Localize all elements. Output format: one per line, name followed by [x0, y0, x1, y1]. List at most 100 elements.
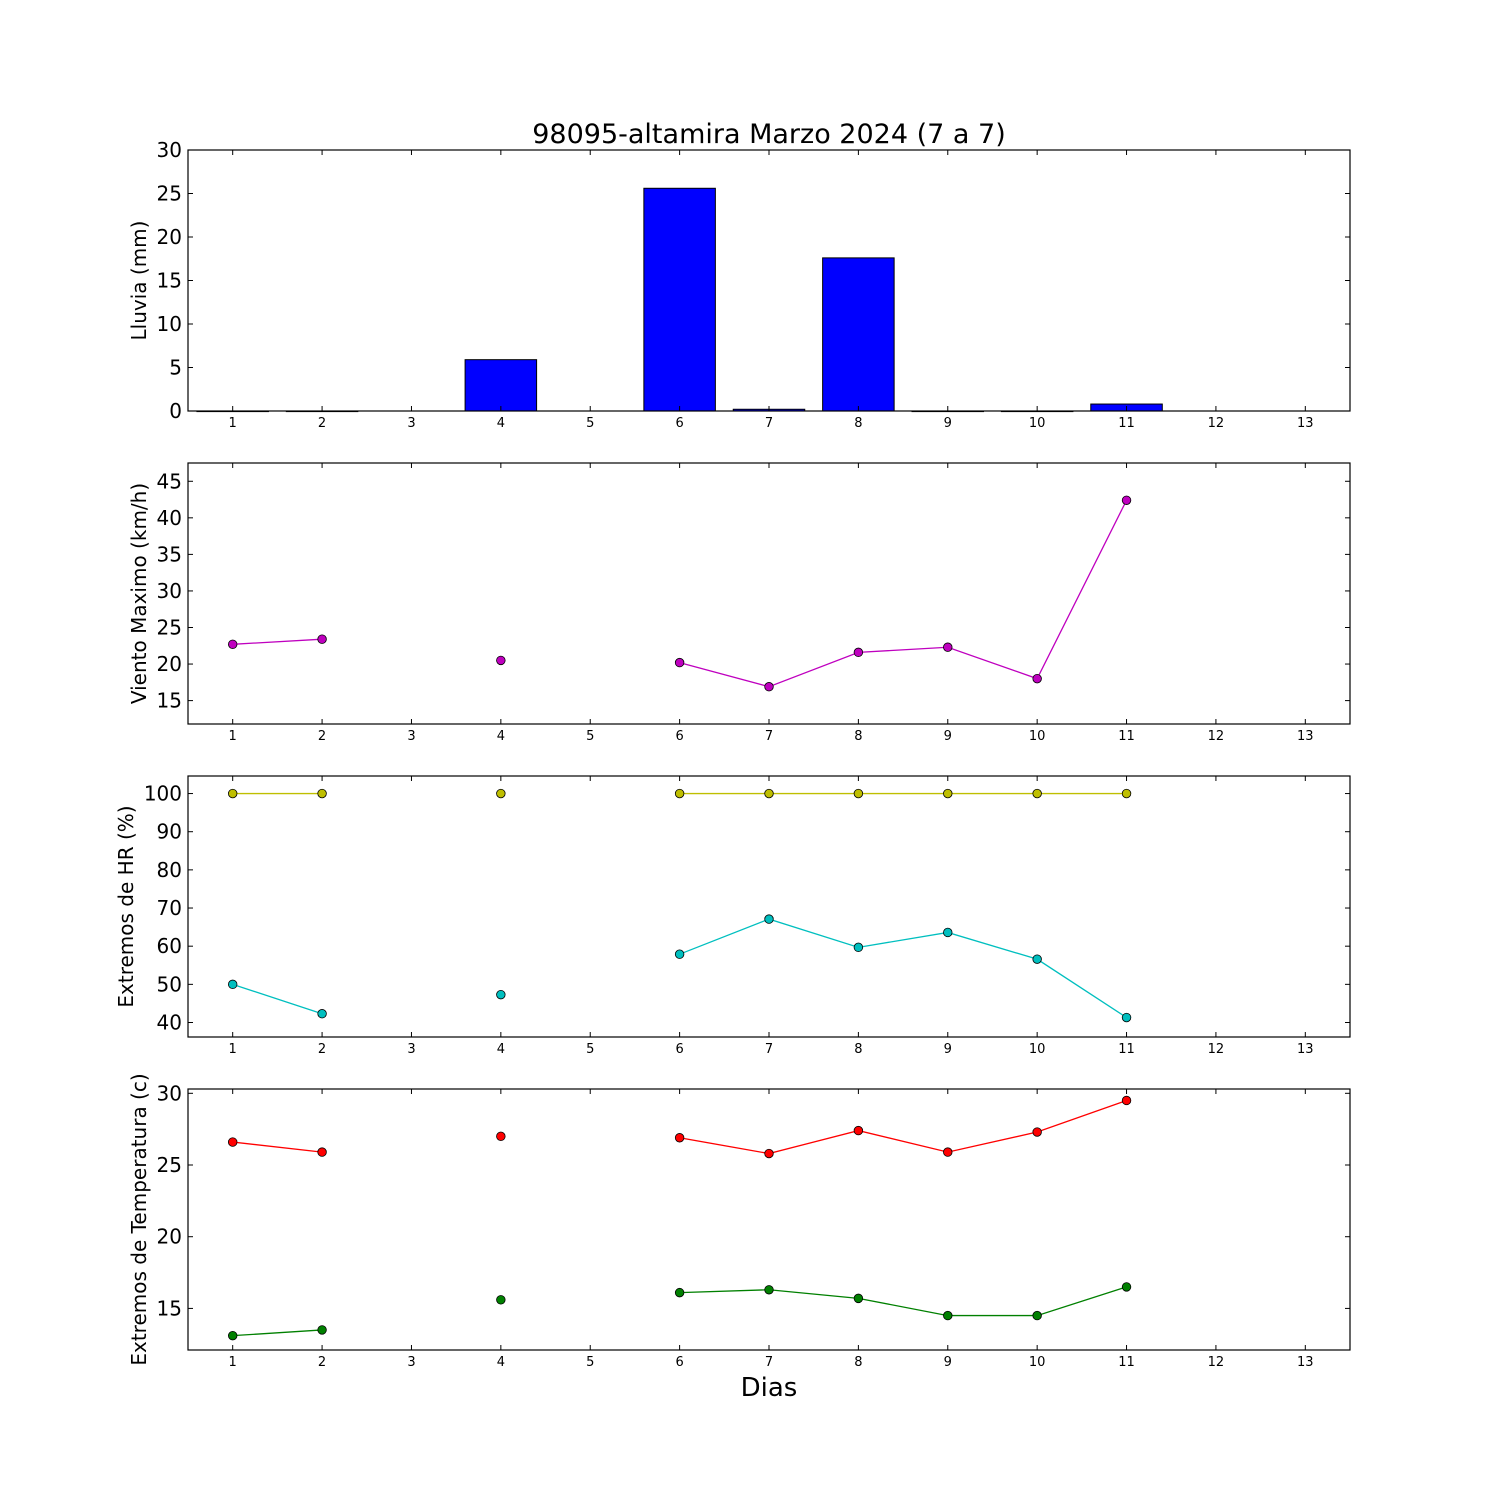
x-tick-label: 1 [229, 729, 237, 744]
hr-series-line [233, 984, 322, 1013]
y-tick-label: 20 [157, 1225, 182, 1249]
y-tick-label: 20 [157, 652, 182, 676]
x-tick-label: 13 [1297, 729, 1314, 744]
x-tick-label: 9 [944, 729, 952, 744]
x-tick-label: 11 [1118, 416, 1135, 431]
x-tick-label: 12 [1208, 729, 1225, 744]
y-tick-label: 50 [157, 972, 182, 996]
rain-bar [465, 360, 537, 411]
y-tick-label: 15 [157, 269, 182, 293]
x-tick-label: 6 [675, 729, 683, 744]
hr-data-point [318, 1009, 327, 1018]
x-tick-label: 6 [675, 1355, 683, 1370]
y-tick-label: 30 [157, 1081, 182, 1105]
wind-data-point [228, 640, 237, 649]
wind-y-axis-label: Viento Maximo (km/h) [127, 483, 151, 704]
hr-data-point [765, 915, 774, 924]
x-tick-label: 7 [765, 1355, 773, 1370]
hr-data-point [765, 789, 774, 798]
hr-panel: 1 2 3 4 5 6 7 8 9 10 11 12 13405060708090100Extremos… [114, 776, 1350, 1057]
x-tick-label: 7 [765, 729, 773, 744]
y-tick-label: 25 [157, 615, 182, 639]
temp-data-point [1122, 1096, 1131, 1105]
temp-data-point [1033, 1128, 1042, 1137]
y-tick-label: 60 [157, 934, 182, 958]
x-axis-label: Dias [741, 1373, 798, 1403]
temp-data-point [854, 1294, 863, 1303]
temp-axes-frame [188, 1089, 1350, 1350]
y-tick-label: 10 [157, 312, 182, 336]
temp-data-point [943, 1311, 952, 1320]
x-tick-label: 10 [1029, 1042, 1046, 1057]
x-tick-label: 8 [854, 729, 862, 744]
x-tick-label: 1 [229, 1042, 237, 1057]
y-tick-label: 25 [157, 182, 182, 206]
y-tick-label: 35 [157, 542, 182, 566]
temp-data-point [228, 1331, 237, 1340]
temp-data-point [228, 1138, 237, 1147]
x-tick-label: 3 [407, 1042, 415, 1057]
y-tick-label: 15 [157, 1296, 182, 1320]
x-tick-label: 10 [1029, 1355, 1046, 1370]
x-tick-label: 10 [1029, 416, 1046, 431]
x-tick-label: 1 [229, 1355, 237, 1370]
x-tick-label: 4 [497, 729, 505, 744]
hr-data-point [1122, 1013, 1131, 1022]
temp-data-point [854, 1126, 863, 1135]
x-tick-label: 10 [1029, 729, 1046, 744]
x-tick-label: 13 [1297, 1042, 1314, 1057]
temp-y-axis-label: Extremos de Temperatura (c) [127, 1073, 151, 1365]
x-tick-label: 4 [497, 1042, 505, 1057]
hr-data-point [318, 789, 327, 798]
wind-data-point [943, 643, 952, 652]
temp-data-point [675, 1288, 684, 1297]
temp-data-point [497, 1296, 506, 1305]
y-tick-label: 30 [157, 138, 182, 162]
x-tick-label: 9 [944, 1042, 952, 1057]
x-tick-label: 6 [675, 416, 683, 431]
y-tick-label: 100 [144, 782, 182, 806]
y-tick-label: 40 [157, 506, 182, 530]
x-tick-label: 12 [1208, 1042, 1225, 1057]
x-tick-label: 7 [765, 1042, 773, 1057]
hr-data-point [228, 980, 237, 989]
hr-data-point [854, 943, 863, 952]
temp-series-line [680, 1100, 1127, 1153]
hr-data-point [497, 990, 506, 999]
wind-series-line [680, 500, 1127, 686]
wind-data-point [854, 648, 863, 657]
y-tick-label: 0 [169, 399, 182, 423]
x-tick-label: 11 [1118, 729, 1135, 744]
rain-bar [823, 258, 895, 411]
wind-data-point [765, 682, 774, 691]
hr-axes-frame [188, 776, 1350, 1037]
y-tick-label: 5 [169, 356, 182, 380]
temp-series-line [233, 1142, 322, 1152]
wind-data-point [497, 656, 506, 665]
x-tick-label: 5 [586, 729, 594, 744]
wind-data-point [1122, 496, 1131, 505]
x-tick-label: 5 [586, 1355, 594, 1370]
y-tick-label: 90 [157, 820, 182, 844]
y-tick-label: 45 [157, 469, 182, 493]
temp-series-line [680, 1287, 1127, 1316]
x-tick-label: 8 [854, 1042, 862, 1057]
x-tick-label: 12 [1208, 416, 1225, 431]
temp-series-line [233, 1330, 322, 1336]
x-tick-label: 9 [944, 416, 952, 431]
x-tick-label: 8 [854, 1355, 862, 1370]
temp-data-point [318, 1326, 327, 1335]
x-tick-label: 2 [318, 1355, 326, 1370]
hr-data-point [1033, 955, 1042, 964]
x-tick-label: 11 [1118, 1042, 1135, 1057]
hr-data-point [675, 950, 684, 959]
hr-y-axis-label: Extremos de HR (%) [114, 805, 138, 1007]
x-tick-label: 4 [497, 1355, 505, 1370]
x-tick-label: 6 [675, 1042, 683, 1057]
y-tick-label: 20 [157, 225, 182, 249]
hr-data-point [675, 789, 684, 798]
temp-data-point [765, 1285, 774, 1294]
temp-data-point [943, 1148, 952, 1157]
